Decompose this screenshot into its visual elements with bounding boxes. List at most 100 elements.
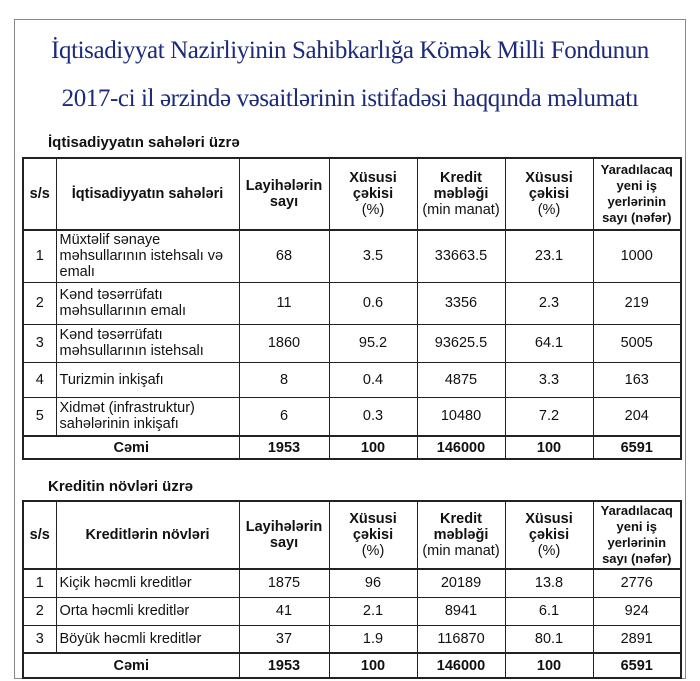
cell-share2: 80.1 [504, 624, 594, 654]
cell-total-share1: 100 [328, 435, 418, 460]
share-header: Xüsusi çəkisi (%) [504, 157, 594, 231]
ss-header: s/s [22, 500, 57, 570]
cell-name: Kənd təsərrüfatı məhsullarının istehsalı [55, 323, 240, 363]
cell-jobs: 5005 [592, 323, 682, 363]
cell-total-jobs: 6591 [592, 652, 682, 679]
cell-n: 2 [22, 596, 57, 626]
cell-share1: 95.2 [328, 323, 418, 363]
table1-subtitle: İqtisadiyyatın sahələri üzrə [48, 134, 240, 151]
cell-n: 5 [22, 396, 57, 437]
cell-n: 3 [22, 624, 57, 654]
table2-subtitle: Kreditin növləri üzrə [48, 478, 194, 495]
cell-credit: 8941 [416, 596, 506, 626]
cell-projects: 1860 [238, 323, 330, 363]
cell-credit: 3356 [416, 281, 506, 325]
cell-share1: 0.6 [328, 281, 418, 325]
cell-credit: 20189 [416, 568, 506, 598]
projects-header: Layihələrin sayı [238, 500, 330, 570]
cell-name: Kiçik həcmli kreditlər [55, 568, 240, 598]
name-header: İqtisadiyyatın sahələri [55, 157, 240, 231]
cell-share1: 96 [328, 568, 418, 598]
cell-credit: 33663.5 [416, 229, 506, 283]
cell-n: 1 [22, 229, 57, 283]
cell-projects: 11 [238, 281, 330, 325]
cell-total-label: Cəmi [22, 652, 240, 679]
cell-credit: 10480 [416, 396, 506, 437]
cell-name: Orta həcmli kreditlər [55, 596, 240, 626]
cell-name: Kənd təsərrüfatı məhsullarının emalı [55, 281, 240, 325]
total-row: Cəmi 1953 100 146000 100 6591 [22, 435, 682, 460]
cell-projects: 37 [238, 624, 330, 654]
cell-projects: 6 [238, 396, 330, 437]
cell-share2: 13.8 [504, 568, 594, 598]
cell-n: 3 [22, 323, 57, 363]
cell-projects: 1875 [238, 568, 330, 598]
projects-header: Layihələrin sayı [238, 157, 330, 231]
table-row: 1 Kiçik həcmli kreditlər 1875 96 20189 13.8 27… [22, 568, 682, 598]
header-row: s/s Kreditlərin növləri Layihələrin sayı Xü… [22, 500, 682, 570]
name-header: Kreditlərin növləri [55, 500, 240, 570]
ss-header: s/s [22, 157, 57, 231]
cell-projects: 41 [238, 596, 330, 626]
cell-n: 4 [22, 361, 57, 398]
table-row: 5 Xidmət (infrastruktur) sahələrinin inki… [22, 396, 682, 437]
cell-name: Müxtəlif sənaye məhsullarının istehsalı … [55, 229, 240, 283]
credit-header: Kredit məbləği (min manat) [416, 500, 506, 570]
cell-total-label: Cəmi [22, 435, 240, 460]
cell-jobs: 1000 [592, 229, 682, 283]
cell-credit: 4875 [416, 361, 506, 398]
table-row: 4 Turizmin inkişafı 8 0.4 4875 3.3 163 [22, 361, 682, 398]
cell-share2: 7.2 [504, 396, 594, 437]
cell-share1: 3.5 [328, 229, 418, 283]
total-row: Cəmi 1953 100 146000 100 6591 [22, 652, 682, 679]
cell-share1: 2.1 [328, 596, 418, 626]
cell-jobs: 163 [592, 361, 682, 398]
cell-share1: 1.9 [328, 624, 418, 654]
cell-credit: 93625.5 [416, 323, 506, 363]
cell-jobs: 924 [592, 596, 682, 626]
share-header: Xüsusi çəkisi (%) [328, 500, 418, 570]
cell-share2: 3.3 [504, 361, 594, 398]
table-row: 2 Orta həcmli kreditlər 41 2.1 8941 6.1 924 [22, 596, 682, 626]
cell-total-credit: 146000 [416, 435, 506, 460]
cell-n: 2 [22, 281, 57, 325]
sectors-table: s/s İqtisadiyyatın sahələri Layihələrin sa… [22, 157, 682, 460]
title-line-1: İqtisadiyyat Nazirliyinin Sahibkarlığa K… [51, 37, 649, 64]
cell-total-share2: 100 [504, 652, 594, 679]
cell-total-projects: 1953 [238, 435, 330, 460]
title-line-2: 2017-ci il ərzində vəsaitlərinin istifad… [61, 85, 639, 112]
cell-total-projects: 1953 [238, 652, 330, 679]
cell-share2: 2.3 [504, 281, 594, 325]
cell-share2: 23.1 [504, 229, 594, 283]
cell-projects: 68 [238, 229, 330, 283]
cell-total-share2: 100 [504, 435, 594, 460]
cell-projects: 8 [238, 361, 330, 398]
table-row: 2 Kənd təsərrüfatı məhsullarının emalı 11 0… [22, 281, 682, 325]
share-header: Xüsusi çəkisi (%) [504, 500, 594, 570]
share-header: Xüsusi çəkisi (%) [328, 157, 418, 231]
table-row: 3 Böyük həcmli kreditlər 37 1.9 116870 80.1 28… [22, 624, 682, 654]
credit-types-table: s/s Kreditlərin növləri Layihələrin sayı Xü… [22, 500, 682, 679]
cell-credit: 116870 [416, 624, 506, 654]
cell-share2: 64.1 [504, 323, 594, 363]
cell-jobs: 204 [592, 396, 682, 437]
jobs-header: Yaradılacaq yeni iş yerlərinin sayı (nəf… [592, 500, 682, 570]
cell-jobs: 2891 [592, 624, 682, 654]
cell-jobs: 219 [592, 281, 682, 325]
cell-name: Turizmin inkişafı [55, 361, 240, 398]
cell-total-jobs: 6591 [592, 435, 682, 460]
cell-jobs: 2776 [592, 568, 682, 598]
cell-n: 1 [22, 568, 57, 598]
cell-total-credit: 146000 [416, 652, 506, 679]
cell-name: Böyük həcmli kreditlər [55, 624, 240, 654]
cell-share2: 6.1 [504, 596, 594, 626]
table-row: 1 Müxtəlif sənaye məhsullarının istehsalı… [22, 229, 682, 283]
table-row: 3 Kənd təsərrüfatı məhsullarının istehsal… [22, 323, 682, 363]
credit-header: Kredit məbləği (min manat) [416, 157, 506, 231]
cell-share1: 0.4 [328, 361, 418, 398]
cell-total-share1: 100 [328, 652, 418, 679]
cell-name: Xidmət (infrastruktur) sahələrinin inkiş… [55, 396, 240, 437]
jobs-header: Yaradılacaq yeni iş yerlərinin sayı (nəf… [592, 157, 682, 231]
header-row: s/s İqtisadiyyatın sahələri Layihələrin sa… [22, 157, 682, 231]
cell-share1: 0.3 [328, 396, 418, 437]
